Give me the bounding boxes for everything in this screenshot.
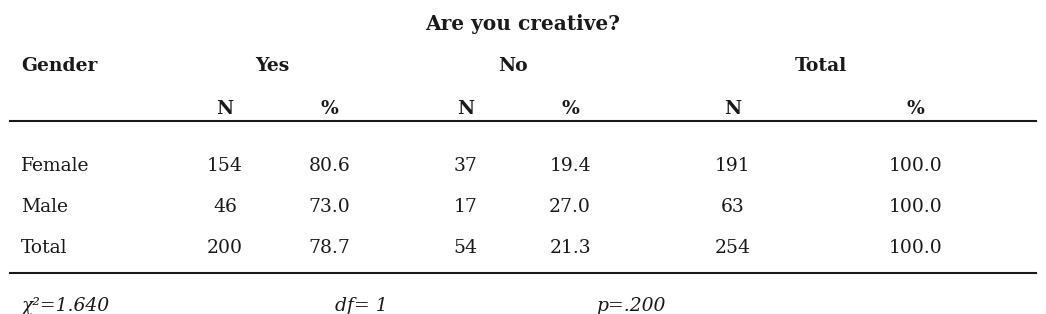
Text: Male: Male	[21, 198, 68, 216]
Text: 200: 200	[207, 239, 243, 257]
Text: No: No	[498, 57, 527, 74]
Text: 27.0: 27.0	[549, 198, 591, 216]
Text: N: N	[724, 100, 741, 118]
Text: Gender: Gender	[21, 57, 97, 74]
Text: Total: Total	[795, 57, 847, 74]
Text: 154: 154	[207, 157, 243, 175]
Text: %: %	[320, 100, 339, 118]
Text: 37: 37	[454, 157, 477, 175]
Text: 100.0: 100.0	[888, 198, 942, 216]
Text: 254: 254	[714, 239, 750, 257]
Text: Total: Total	[21, 239, 67, 257]
Text: Female: Female	[21, 157, 89, 175]
Text: 80.6: 80.6	[309, 157, 350, 175]
Text: 78.7: 78.7	[309, 239, 350, 257]
Text: χ²=1.640: χ²=1.640	[21, 297, 109, 314]
Text: 73.0: 73.0	[309, 198, 350, 216]
Text: N: N	[217, 100, 233, 118]
Text: 63: 63	[721, 198, 744, 216]
Text: 46: 46	[213, 198, 236, 216]
Text: 21.3: 21.3	[549, 239, 591, 257]
Text: N: N	[457, 100, 474, 118]
Text: Yes: Yes	[255, 57, 289, 74]
Text: p=.200: p=.200	[596, 297, 665, 314]
Text: 54: 54	[454, 239, 477, 257]
Text: 100.0: 100.0	[888, 157, 942, 175]
Text: 191: 191	[714, 157, 750, 175]
Text: df= 1: df= 1	[335, 297, 387, 314]
Text: %: %	[561, 100, 579, 118]
Text: %: %	[906, 100, 925, 118]
Text: 19.4: 19.4	[549, 157, 591, 175]
Text: 17: 17	[454, 198, 477, 216]
Text: Are you creative?: Are you creative?	[426, 14, 620, 34]
Text: 100.0: 100.0	[888, 239, 942, 257]
